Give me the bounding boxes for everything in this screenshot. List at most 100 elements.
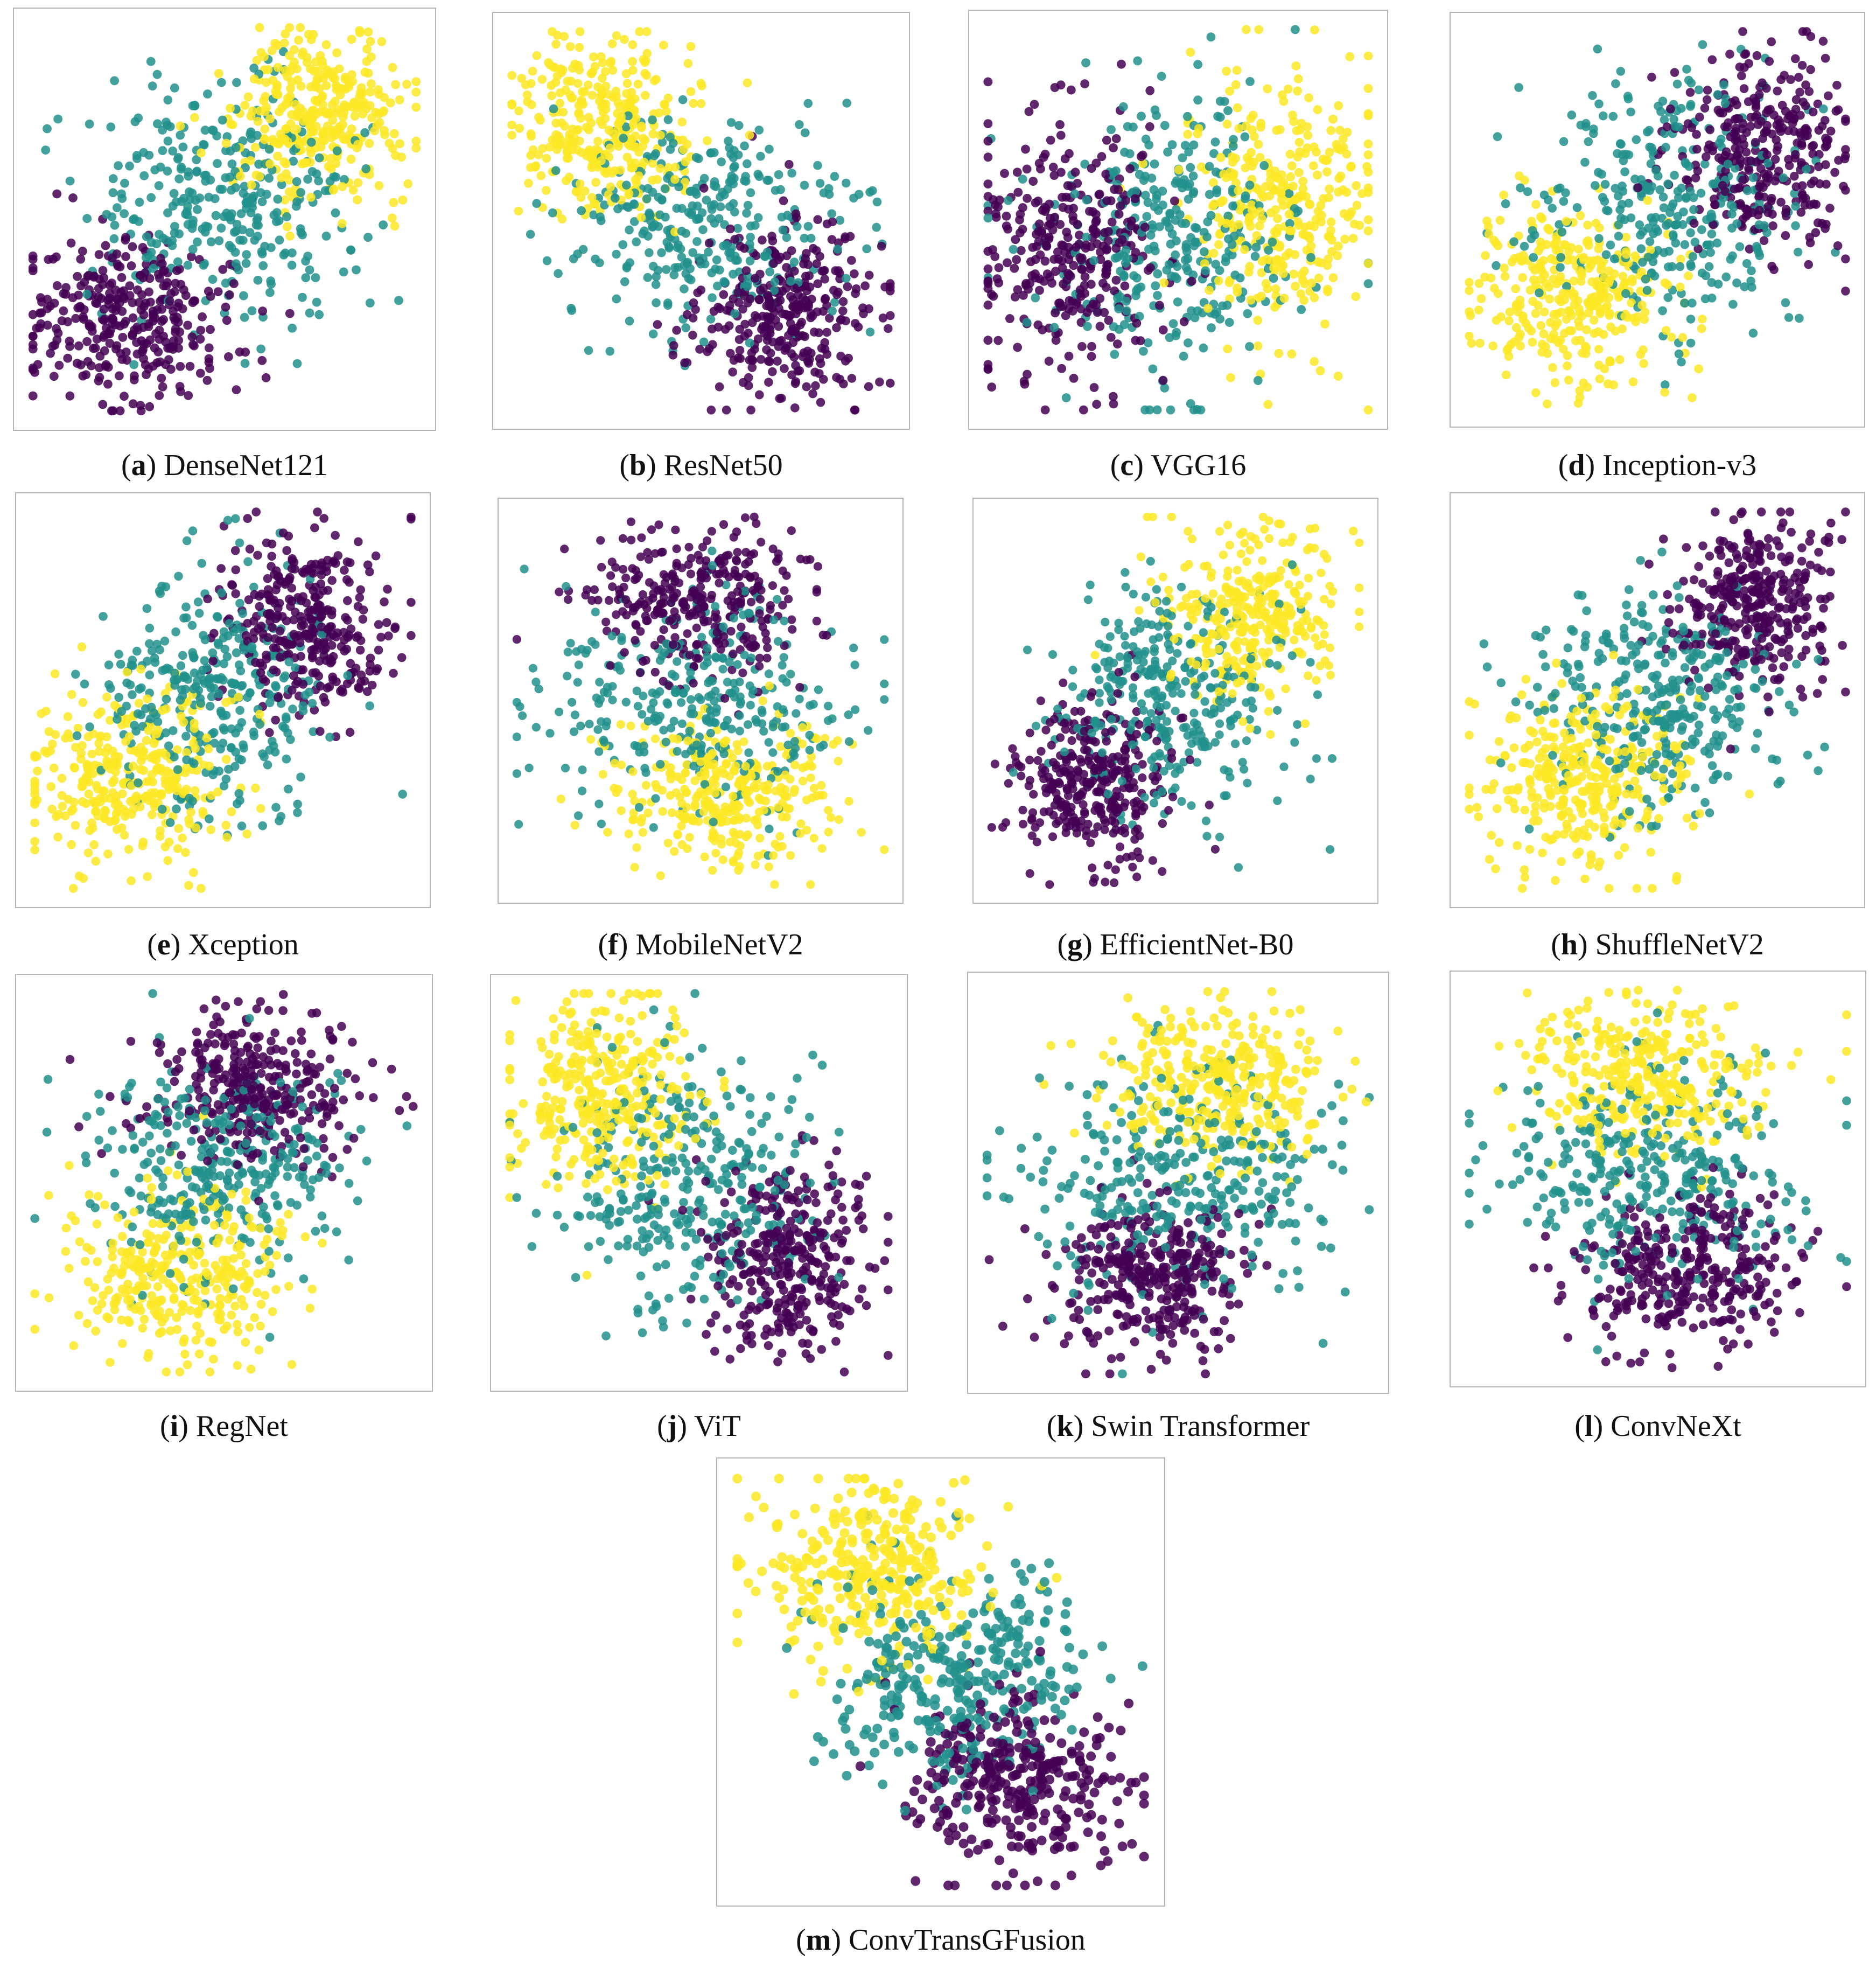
scatter-point-class-b [303, 252, 312, 261]
scatter-point-class-a [325, 632, 334, 641]
scatter-point-class-b [1160, 121, 1170, 130]
scatter-point-class-c [213, 787, 223, 797]
scatter-point-class-c [1310, 142, 1319, 152]
scatter-point-class-c [1232, 66, 1242, 75]
scatter-point-class-c [291, 100, 300, 109]
scatter-point-class-a [1081, 240, 1091, 250]
scatter-point-class-a [987, 290, 996, 299]
scatter-point-class-c [1342, 128, 1352, 137]
scatter-point-class-c [578, 87, 587, 96]
scatter-point-class-b [223, 212, 233, 221]
scatter-point-class-c [163, 856, 172, 866]
scatter-point-class-b [1620, 215, 1629, 225]
scatter-point-class-c [214, 69, 223, 78]
scatter-point-class-c [1332, 139, 1341, 149]
scatter-point-class-a [115, 406, 125, 416]
scatter-point-class-b [193, 597, 203, 606]
scatter-point-class-c [129, 795, 138, 805]
scatter-point-class-c [1333, 372, 1343, 381]
scatter-point-class-b [158, 146, 167, 155]
scatter-point-class-a [225, 290, 234, 299]
scatter-point-class-a [994, 263, 1004, 273]
scatter-point-class-a [61, 290, 71, 299]
scatter-point-class-b [1694, 85, 1704, 95]
scatter-point-class-b [1132, 286, 1141, 296]
scatter-point-class-c [1244, 217, 1254, 227]
scatter-point-class-a [175, 327, 185, 337]
scatter-point-class-a [1814, 125, 1824, 135]
scatter-point-class-b [1584, 137, 1593, 146]
scatter-point-class-a [1821, 134, 1830, 143]
scatter-point-class-b [1229, 135, 1238, 144]
scatter-point-class-c [395, 139, 404, 149]
scatter-point-class-b [532, 199, 541, 208]
scatter-point-class-b [1608, 111, 1618, 121]
scatter-point-class-b [1009, 245, 1018, 254]
scatter-point-class-c [1255, 153, 1265, 162]
scatter-point-class-a [198, 312, 207, 322]
scatter-point-class-a [297, 596, 306, 605]
scatter-point-class-b [743, 200, 753, 210]
scatter-point-class-b [1172, 327, 1181, 337]
scatter-point-class-c [544, 58, 553, 67]
scatter-point-class-c [1297, 118, 1306, 128]
scatter-point-class-a [100, 346, 109, 355]
scatter-point-class-b [1284, 189, 1294, 198]
scatter-point-class-a [983, 206, 993, 216]
scatter-point-class-b [232, 78, 241, 87]
scatter-point-class-c [573, 79, 583, 88]
scatter-point-class-c [551, 118, 561, 128]
scatter-point-class-b [1112, 253, 1122, 262]
scatter-point-class-c [58, 801, 67, 811]
scatter-point-class-c [1563, 256, 1572, 265]
scatter-point-class-c [1270, 303, 1279, 312]
scatter-point-class-b [173, 765, 183, 774]
scatter-point-class-b [1110, 350, 1119, 359]
scatter-point-class-b [232, 220, 242, 229]
scatter-point-class-b [1635, 220, 1644, 229]
scatter-point-class-c [1257, 214, 1266, 224]
scatter-point-class-b [1690, 238, 1700, 247]
scatter-point-class-b [158, 666, 167, 675]
scatter-point-class-a [774, 255, 783, 264]
scatter-point-class-a [155, 390, 164, 400]
scatter-point-class-a [1036, 164, 1045, 173]
scatter-point-class-a [838, 297, 848, 306]
scatter-point-class-c [1186, 47, 1195, 57]
scatter-point-class-b [704, 247, 713, 257]
scatter-point-class-b [1230, 270, 1240, 280]
scatter-point-class-b [699, 173, 709, 183]
scatter-point-class-a [680, 358, 689, 367]
scatter-point-class-b [1707, 278, 1717, 287]
scatter-point-class-a [366, 660, 375, 669]
scatter-point-class-a [121, 233, 130, 242]
scatter-point-class-c [113, 757, 122, 767]
scatter-point-class-c [1500, 271, 1510, 281]
scatter-point-class-a [785, 160, 794, 169]
scatter-point-class-c [745, 130, 754, 140]
scatter-point-class-c [1363, 405, 1373, 415]
scatter-point-class-c [388, 62, 397, 72]
scatter-point-class-c [1676, 282, 1685, 292]
scatter-point-class-a [747, 318, 757, 327]
scatter-point-class-c [591, 199, 600, 208]
scatter-point-class-b [102, 210, 111, 219]
scatter-point-class-c [312, 74, 322, 84]
scatter-point-class-a [323, 585, 333, 595]
scatter-point-class-a [1797, 141, 1807, 150]
scatter-point-class-b [1199, 247, 1209, 256]
scatter-point-class-c [1226, 373, 1235, 382]
scatter-point-class-b [787, 169, 796, 178]
scatter-point-class-b [135, 198, 144, 207]
scatter-point-class-a [812, 259, 822, 269]
scatter-point-class-c [1240, 245, 1249, 254]
scatter-point-class-c [109, 776, 119, 785]
scatter-point-class-a [99, 304, 109, 314]
scatter-point-class-b [1210, 137, 1220, 146]
scatter-point-class-b [235, 538, 244, 548]
scatter-point-class-b [1673, 212, 1682, 221]
scatter-point-class-a [136, 270, 145, 280]
scatter-point-class-a [821, 294, 830, 303]
scatter-point-class-b [177, 197, 186, 206]
scatter-point-class-a [1718, 108, 1727, 118]
